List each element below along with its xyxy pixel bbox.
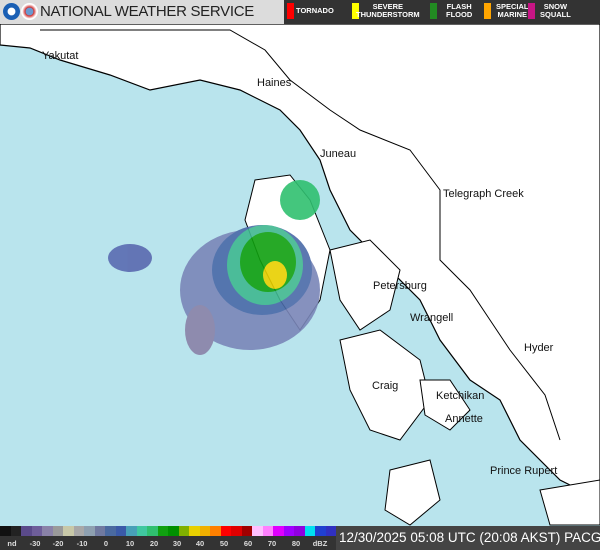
echo: [108, 244, 152, 272]
colorbar-swatch: [273, 526, 284, 536]
warning-label: TORNADO: [296, 6, 334, 15]
colorbar-tick: 30: [172, 539, 182, 548]
colorbar-tick: -10: [76, 539, 88, 548]
place-label: Juneau: [320, 148, 357, 160]
colorbar-swatch: [325, 526, 336, 536]
border: [40, 29, 561, 441]
echo: [263, 261, 287, 289]
island: [329, 239, 401, 331]
island: [339, 329, 431, 441]
mainland: [0, 23, 600, 501]
echo: [280, 180, 320, 220]
warning-swatch: [430, 3, 437, 19]
colorbar-swatch: [252, 526, 263, 536]
warning-label: FLASH FLOOD: [446, 2, 473, 19]
warning-swatch: [484, 3, 491, 19]
colorbar-swatch: [94, 526, 105, 536]
place-label: Telegraph Creek: [443, 188, 524, 200]
colorbar-tick: -30: [29, 539, 41, 548]
colorbar-swatch: [231, 526, 242, 536]
place-label: Haines: [257, 77, 292, 89]
place-label: Annette: [445, 413, 483, 425]
colorbar-swatch: [126, 526, 137, 536]
warning-swatch: [352, 3, 359, 19]
noaa-logo: [3, 3, 20, 20]
header-bar: NATIONAL WEATHER SERVICE TORNADO SEVERE T…: [0, 0, 600, 24]
colorbar-swatch: [31, 526, 42, 536]
place-label: Petersburg: [373, 280, 427, 292]
island: [419, 379, 471, 431]
colorbar-swatch: [73, 526, 84, 536]
colorbar-tick: dBZ: [312, 539, 328, 548]
warning-label: SEVERE THUNDERSTORM: [356, 2, 420, 19]
colorbar-swatch: [10, 526, 21, 536]
colorbar-swatch: [147, 526, 158, 536]
colorbar-swatch: [241, 526, 252, 536]
colorbar-tick: 70: [267, 539, 277, 548]
colorbar-swatch: [178, 526, 189, 536]
colorbar-tick: 40: [195, 539, 205, 548]
colorbar-tick: 50: [219, 539, 229, 548]
colorbar-swatch: [283, 526, 294, 536]
colorbar-swatch: [168, 526, 179, 536]
colorbar: nd -30 -20 -10 0 10 20 30 40 50 60 70 80 dBZ: [0, 526, 336, 550]
place-label: Craig: [372, 380, 399, 392]
colorbar-swatch: [84, 526, 95, 536]
colorbar-swatch: [294, 526, 305, 536]
place-label: Hyder: [524, 342, 554, 354]
colorbar-swatch: [315, 526, 326, 536]
island: [384, 459, 441, 526]
echo: [185, 305, 215, 355]
warning-legend: TORNADO SEVERE THUNDERSTORM FLASH FLOOD SPE…: [284, 0, 600, 24]
colorbar-tick: 20: [149, 539, 159, 548]
colorbar-tick: -20: [52, 539, 64, 548]
colorbar-tick: 80: [291, 539, 301, 548]
place-label: Ketchikan: [436, 390, 485, 402]
colorbar-swatch: [0, 526, 11, 536]
colorbar-swatch: [220, 526, 231, 536]
colorbar-swatch: [210, 526, 221, 536]
timestamp: 12/30/2025 05:08 UTC (20:08 AKST) PACG: [336, 526, 600, 550]
colorbar-swatch: [21, 526, 32, 536]
place-label: Yakutat: [42, 50, 79, 62]
colorbar-swatch: [52, 526, 63, 536]
place-label: Prince Rupert: [490, 465, 558, 477]
place-label: Wrangell: [410, 312, 454, 324]
island: [539, 479, 600, 526]
colorbar-tick: 10: [125, 539, 135, 548]
radar-echoes: [108, 180, 320, 355]
colorbar-swatch: [199, 526, 210, 536]
warning-swatch: [528, 3, 535, 19]
warning-label: SNOW SQUALL: [540, 2, 571, 19]
colorbar-swatch: [42, 526, 53, 536]
colorbar-swatch: [189, 526, 200, 536]
colorbar-swatch: [262, 526, 273, 536]
nws-logo: [21, 3, 38, 20]
colorbar-swatch: [136, 526, 147, 536]
colorbar-swatch: [115, 526, 126, 536]
colorbar-tick: nd: [7, 539, 17, 548]
page-title: NATIONAL WEATHER SERVICE: [40, 3, 254, 20]
colorbar-swatch: [105, 526, 116, 536]
colorbar-swatch: [63, 526, 74, 536]
warning-swatch: [287, 3, 294, 19]
colorbar-tick: 60: [243, 539, 253, 548]
colorbar-swatch: [304, 526, 315, 536]
colorbar-swatch: [157, 526, 168, 536]
colorbar-tick: 0: [103, 539, 109, 548]
warning-label: SPECIAL MARINE: [496, 2, 529, 19]
